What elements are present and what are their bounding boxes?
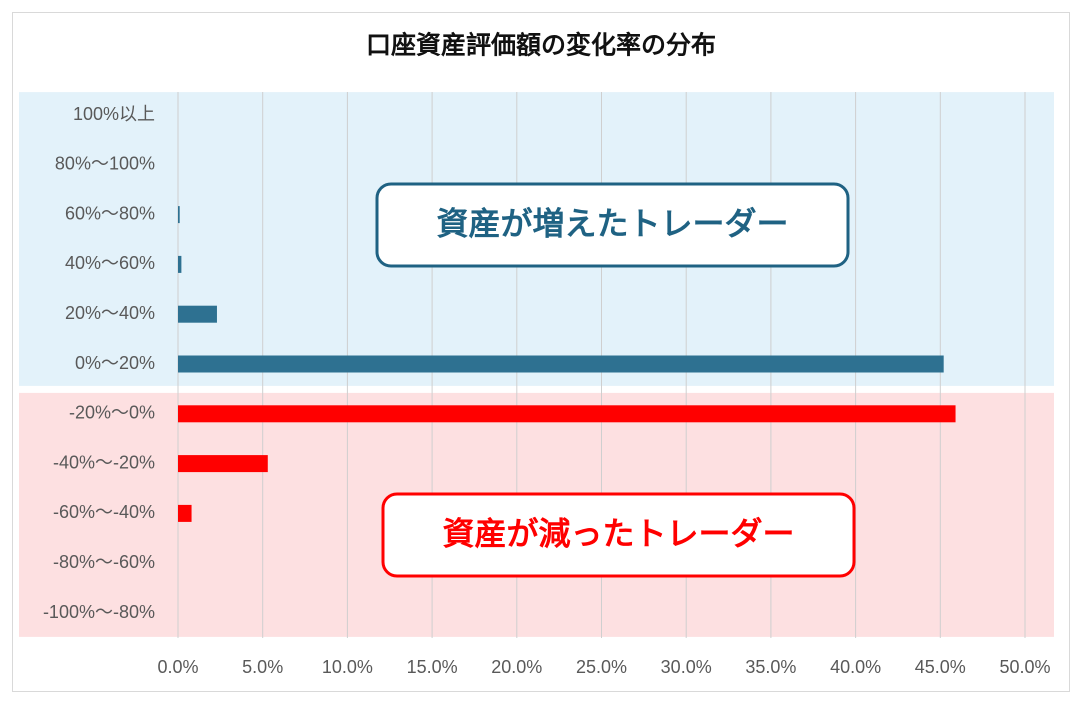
bar bbox=[178, 255, 182, 273]
y-tick-label: -40%〜-20% bbox=[53, 452, 155, 472]
y-tick-label: 20%〜40% bbox=[65, 303, 155, 323]
legend-box bbox=[375, 182, 850, 268]
x-tick-label: 0.0% bbox=[157, 657, 198, 677]
bar bbox=[178, 504, 192, 522]
x-tick-label: 5.0% bbox=[242, 657, 283, 677]
y-tick-label: -100%〜-80% bbox=[43, 602, 155, 622]
bar bbox=[178, 305, 217, 323]
y-tick-label: 60%〜80% bbox=[65, 203, 155, 223]
bar bbox=[178, 206, 180, 224]
y-tick-label: -80%〜-60% bbox=[53, 552, 155, 572]
y-tick-label: 40%〜60% bbox=[65, 253, 155, 273]
x-tick-label: 20.0% bbox=[491, 657, 542, 677]
x-tick-label: 35.0% bbox=[745, 657, 796, 677]
bar bbox=[178, 355, 944, 373]
y-tick-label: -20%〜0% bbox=[69, 403, 155, 423]
x-tick-label: 10.0% bbox=[322, 657, 373, 677]
y-tick-label: 100%以上 bbox=[73, 104, 155, 124]
chart-title: 口座資産評価額の変化率の分布 bbox=[366, 31, 716, 60]
x-tick-label: 45.0% bbox=[915, 657, 966, 677]
bar bbox=[178, 405, 956, 423]
x-tick-label: 40.0% bbox=[830, 657, 881, 677]
bar bbox=[178, 455, 268, 473]
legend-label: 資産が減ったトレーダー bbox=[442, 515, 794, 551]
x-tick-label: 50.0% bbox=[999, 657, 1050, 677]
x-tick-label: 15.0% bbox=[407, 657, 458, 677]
y-tick-label: 80%〜100% bbox=[55, 154, 155, 174]
y-tick-label: -60%〜-40% bbox=[53, 502, 155, 522]
legend-box bbox=[381, 492, 856, 578]
legend-label: 資産が増えたトレーダー bbox=[436, 205, 788, 241]
x-tick-label: 25.0% bbox=[576, 657, 627, 677]
x-tick-label: 30.0% bbox=[661, 657, 712, 677]
y-tick-label: 0%〜20% bbox=[75, 353, 155, 373]
